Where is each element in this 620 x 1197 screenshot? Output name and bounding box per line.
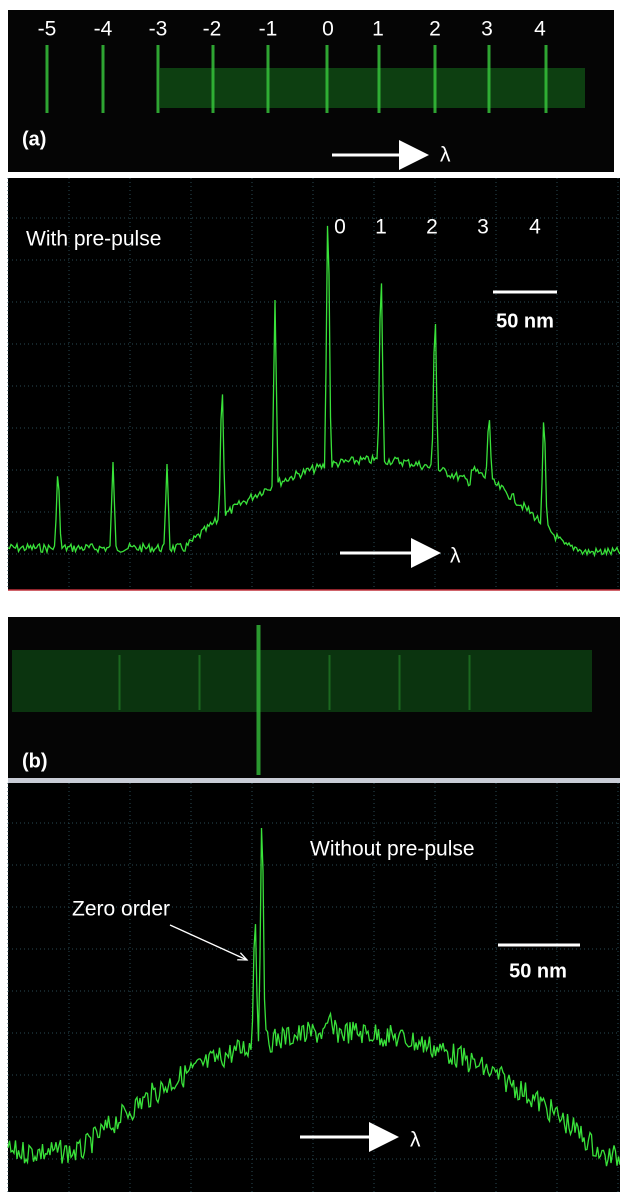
order-label: -5 — [38, 18, 57, 41]
lambda: λ — [410, 1129, 421, 1152]
order-label: 4 — [534, 18, 546, 41]
scale-label: 50 nm — [496, 310, 554, 332]
panel-label: (a) — [22, 128, 46, 150]
order-line — [325, 45, 329, 113]
order-label: -1 — [259, 18, 278, 41]
order-line — [266, 45, 270, 113]
spectrum-band — [160, 68, 585, 108]
spectrum-band — [12, 650, 592, 712]
order-line — [544, 45, 548, 113]
annotation: Without pre-pulse — [310, 838, 475, 861]
order-line — [45, 45, 49, 113]
order-label: 4 — [529, 216, 541, 239]
stripe — [328, 655, 331, 710]
order-label: 3 — [477, 216, 489, 239]
order-label: 0 — [322, 18, 334, 41]
order-label: 3 — [481, 18, 493, 41]
order-line — [433, 45, 437, 113]
panel-label: (b) — [22, 750, 48, 772]
lambda: λ — [450, 545, 461, 568]
callout: Zero order — [72, 898, 170, 921]
stripe — [198, 655, 201, 710]
border — [8, 778, 620, 783]
order-label: 0 — [334, 216, 346, 239]
annotation: With pre-pulse — [26, 228, 161, 251]
order-line — [156, 45, 160, 113]
callout-arrow — [169, 924, 247, 960]
order-label: 2 — [429, 18, 441, 41]
stripe — [118, 655, 121, 710]
order-label: -3 — [149, 18, 168, 41]
order-label: 1 — [372, 18, 384, 41]
stripe — [256, 625, 261, 775]
order-line — [487, 45, 491, 113]
order-line — [377, 45, 381, 113]
plot-a — [8, 178, 620, 590]
order-label: 2 — [426, 216, 438, 239]
order-label: 1 — [375, 216, 387, 239]
order-line — [101, 45, 105, 113]
order-label: -4 — [94, 18, 113, 41]
stripe — [398, 655, 401, 710]
scale-label: 50 nm — [509, 960, 567, 982]
order-label: -2 — [203, 18, 222, 41]
lambda: λ — [440, 144, 451, 167]
order-line — [211, 45, 215, 113]
stripe — [468, 655, 471, 710]
spectrum-trace — [7, 225, 620, 558]
spectrum-trace — [7, 827, 620, 1167]
